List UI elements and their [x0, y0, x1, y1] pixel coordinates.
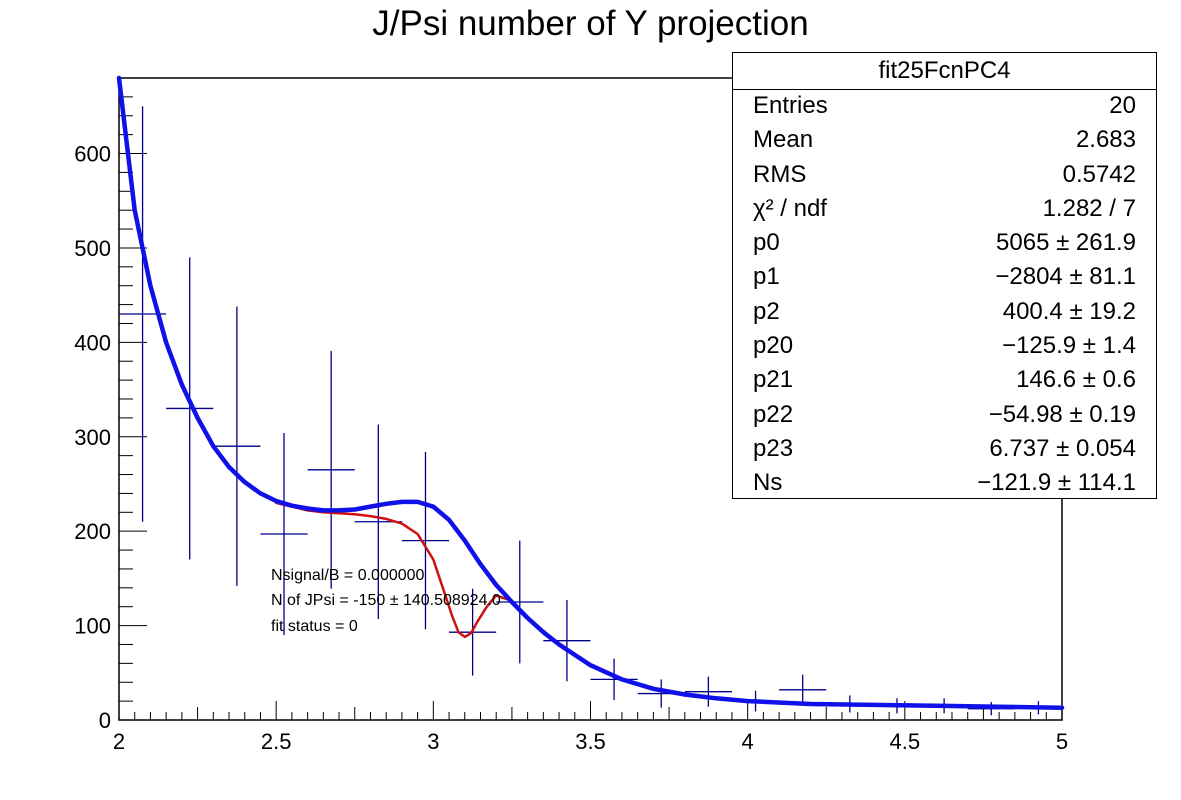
stats-value: 5065 ± 261.9: [996, 229, 1136, 257]
stats-label: p0: [753, 229, 780, 257]
x-tick-label: 2.5: [261, 729, 292, 754]
fit-curves: [116, 75, 1065, 710]
y-tick-label: 100: [74, 614, 111, 639]
stats-value: 6.737 ± 0.054: [989, 434, 1136, 462]
annotation-nsignal: Nsignal/B = 0.000000: [271, 567, 425, 584]
stats-row: Mean 2.683: [733, 124, 1156, 158]
stats-row: p20 −125.9 ± 1.4: [733, 330, 1156, 364]
stats-label: RMS: [753, 160, 807, 188]
stats-value: 20: [1109, 92, 1136, 119]
stats-row: Ns −121.9 ± 114.1: [733, 467, 1156, 501]
x-tick-label: 3.5: [575, 729, 606, 754]
stats-box: fit25FcnPC4 Entries 20 Mean 2.683 RMS 0.574…: [732, 52, 1157, 499]
stats-box-title: fit25FcnPC4: [733, 53, 1156, 90]
stats-label: Entries: [753, 92, 828, 119]
stats-value: 146.6 ± 0.6: [1016, 366, 1136, 394]
stats-value: −121.9 ± 114.1: [977, 469, 1136, 497]
stats-value: −125.9 ± 1.4: [1002, 332, 1136, 360]
stats-label: p20: [753, 332, 794, 360]
x-tick-label: 5: [1056, 729, 1068, 754]
stats-row: p1 −2804 ± 81.1: [733, 261, 1156, 295]
stats-row: Entries 20: [733, 90, 1156, 124]
stats-label: χ² / ndf: [753, 194, 827, 222]
x-tick-label: 4.5: [890, 729, 921, 754]
stats-value: −2804 ± 81.1: [995, 263, 1136, 291]
x-tick-label: 3: [427, 729, 439, 754]
stats-value: 0.5742: [1062, 160, 1136, 188]
x-tick-label: 2: [113, 729, 125, 754]
annotation-fit-status: fit status = 0: [271, 618, 358, 635]
y-tick-label: 0: [99, 708, 111, 733]
stats-label: p23: [753, 434, 794, 462]
x-axis: 2 2.5 3 3.5 4 4.5 5: [113, 701, 1068, 754]
stats-value: −54.98 ± 0.19: [988, 400, 1136, 428]
x-tick-label: 4: [742, 729, 754, 754]
y-tick-label: 300: [74, 425, 111, 450]
stats-value: 400.4 ± 19.2: [1002, 297, 1136, 325]
stats-label: Ns: [753, 469, 783, 497]
annotation-njpsi: N of JPsi = -150 ± 140.508924.0: [271, 592, 501, 609]
y-tick-label: 200: [74, 519, 111, 544]
stats-value: 2.683: [1075, 126, 1136, 154]
stats-label: p1: [753, 263, 780, 291]
stats-row: p22 −54.98 ± 0.19: [733, 399, 1156, 433]
stats-row: p23 6.737 ± 0.054: [733, 433, 1156, 467]
stats-value: 1.282 / 7: [1042, 194, 1136, 222]
fit-curve-total: [116, 75, 1065, 710]
y-tick-label: 500: [74, 236, 111, 261]
stats-label: p21: [753, 366, 794, 394]
stats-row: χ² / ndf 1.282 / 7: [733, 193, 1156, 227]
stats-row: p2 400.4 ± 19.2: [733, 296, 1156, 330]
stats-row: p0 5065 ± 261.9: [733, 227, 1156, 261]
y-axis: 0 100 200 300 400 500 600: [74, 77, 147, 733]
stats-row: RMS 0.5742: [733, 159, 1156, 193]
stats-label: p2: [753, 297, 780, 325]
y-tick-label: 600: [74, 142, 111, 167]
stats-label: Mean: [753, 126, 814, 154]
histogram-points: [119, 106, 1062, 716]
stats-row: p21 146.6 ± 0.6: [733, 364, 1156, 398]
stats-label: p22: [753, 400, 794, 428]
y-tick-label: 400: [74, 330, 111, 355]
chart-title: J/Psi number of Y projection: [372, 4, 809, 43]
